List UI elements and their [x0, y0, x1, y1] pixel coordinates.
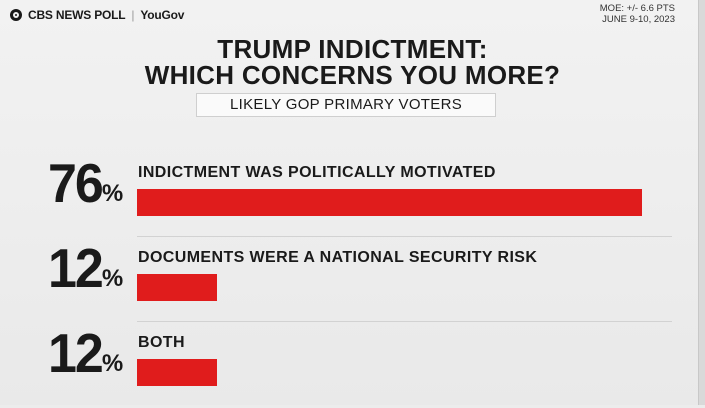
- partner-label: YouGov: [140, 8, 185, 22]
- category-label: INDICTMENT WAS POLITICALLY MOTIVATED: [138, 164, 496, 181]
- chart-subtitle: LIKELY GOP PRIMARY VOTERS: [196, 93, 496, 117]
- category-label: DOCUMENTS WERE A NATIONAL SECURITY RISK: [138, 249, 538, 266]
- percent-sign: %: [101, 180, 124, 207]
- cbs-eye-icon: [10, 9, 22, 21]
- chart-title: TRUMP INDICTMENT: WHICH CONCERNS YOU MOR…: [0, 36, 705, 88]
- bar-row: 12% BOTH: [0, 324, 705, 408]
- percent-sign: %: [101, 265, 124, 292]
- header-brand: CBS NEWS POLL | YouGov: [10, 8, 184, 22]
- side-strip: [698, 0, 705, 405]
- brand-separator: |: [131, 8, 135, 22]
- chart-title-line-2: WHICH CONCERNS YOU MORE?: [144, 60, 561, 90]
- poll-dates: JUNE 9-10, 2023: [602, 14, 675, 25]
- row-divider: [137, 236, 672, 237]
- value-label: 12%: [48, 323, 124, 385]
- bar-row: 76% INDICTMENT WAS POLITICALLY MOTIVATED: [0, 154, 705, 238]
- chart-title-line-1: TRUMP INDICTMENT:: [217, 34, 488, 64]
- percent-sign: %: [101, 350, 124, 377]
- poll-meta: MOE: +/- 6.6 PTS JUNE 9-10, 2023: [600, 3, 675, 25]
- margin-of-error: MOE: +/- 6.6 PTS: [599, 3, 675, 14]
- value-number: 12: [48, 238, 104, 300]
- bar: [137, 274, 217, 301]
- value-label: 12%: [48, 238, 124, 300]
- row-divider: [137, 321, 672, 322]
- value-number: 12: [48, 323, 104, 385]
- value-label: 76%: [48, 153, 124, 215]
- brand-label: CBS NEWS POLL: [28, 8, 126, 22]
- bar-row: 12% DOCUMENTS WERE A NATIONAL SECURITY RI…: [0, 239, 705, 323]
- value-number: 76: [48, 153, 104, 215]
- bar: [137, 359, 217, 386]
- bar: [137, 189, 642, 216]
- category-label: BOTH: [138, 334, 185, 351]
